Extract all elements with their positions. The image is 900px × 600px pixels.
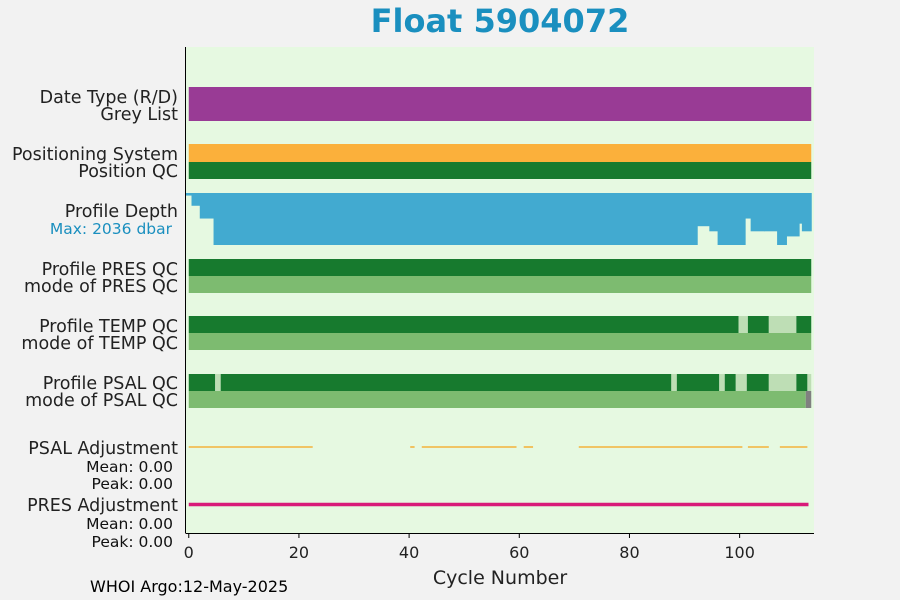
status-segment-r5-s0 (188, 276, 812, 293)
status-segment-r8-s3 (671, 374, 677, 391)
label-profile-pres-qc: Profile PRES QC (42, 260, 178, 280)
label-grey-list: Grey List (100, 105, 178, 125)
label-psal-mean: Mean: 0.00 (86, 458, 173, 476)
depth-step-13 (801, 193, 812, 232)
depth-step-6 (717, 193, 746, 245)
profile-depth-bars (186, 193, 812, 245)
depth-step-10 (777, 193, 787, 245)
label-profile-psal-qc: Profile PSAL QC (43, 374, 178, 394)
status-segment-r8-s4 (676, 374, 720, 391)
x-tick-label-0: 0 (184, 543, 194, 562)
x-axis-ticks: 0 20 40 60 80 100 (184, 533, 755, 562)
depth-step-7 (745, 193, 752, 219)
status-segment-r9-s0 (188, 391, 806, 408)
label-profile-depth: Profile Depth (65, 202, 178, 222)
status-segment-r4-s0 (188, 259, 812, 276)
depth-step-5 (709, 193, 719, 232)
label-profile-temp-qc: Profile TEMP QC (39, 317, 178, 337)
depth-step-8 (750, 193, 765, 232)
depth-step-3 (213, 193, 698, 245)
status-segment-r3-s0 (188, 162, 812, 179)
status-segment-r8-s10 (796, 374, 808, 391)
status-segment-r8-s9 (768, 374, 797, 391)
x-tick-label-100: 100 (724, 543, 755, 562)
x-tick-label-60: 60 (509, 543, 529, 562)
status-segment-r9-s1 (805, 391, 812, 408)
label-positioning-system: Positioning System (12, 145, 178, 165)
depth-step-9 (764, 193, 778, 232)
label-mode-pres-qc: mode of PRES QC (24, 277, 178, 297)
label-pres-mean: Mean: 0.00 (86, 515, 173, 533)
status-segment-r2-s0 (188, 144, 812, 162)
status-segment-r8-s7 (735, 374, 747, 391)
status-segment-r6-s1 (738, 316, 748, 333)
label-position-qc: Position QC (78, 162, 178, 182)
status-segment-r6-s3 (768, 316, 797, 333)
depth-step-1 (191, 193, 201, 206)
label-psal-peak: Peak: 0.00 (92, 475, 173, 493)
x-tick-label-80: 80 (619, 543, 639, 562)
adjustment-lines (188, 446, 809, 507)
x-tick-label-40: 40 (399, 543, 419, 562)
row-labels: Date Type (R/D) Grey List Positioning Sy… (12, 88, 178, 551)
label-pres-adjustment: PRES Adjustment (27, 496, 178, 516)
status-segment-r8-s0 (188, 374, 216, 391)
status-bars (188, 87, 812, 408)
depth-step-2 (199, 193, 215, 219)
status-segment-r8-s11 (807, 374, 812, 391)
depth-step-4 (697, 193, 710, 227)
status-segment-r8-s6 (724, 374, 736, 391)
label-max-depth: Max: 2036 dbar (50, 220, 173, 238)
status-segment-r1-s0 (188, 104, 812, 121)
depth-step-12 (799, 193, 803, 224)
status-segment-r6-s4 (796, 316, 812, 333)
label-mode-temp-qc: mode of TEMP QC (21, 334, 178, 354)
status-segment-r8-s1 (215, 374, 221, 391)
status-segment-r6-s2 (747, 316, 769, 333)
depth-step-11 (786, 193, 800, 237)
label-pres-peak: Peak: 0.00 (92, 533, 173, 551)
status-segment-r6-s0 (188, 316, 739, 333)
status-segment-r0-s0 (188, 87, 812, 104)
label-mode-psal-qc: mode of PSAL QC (25, 391, 178, 411)
x-tick-label-20: 20 (289, 543, 309, 562)
status-segment-r8-s5 (719, 374, 725, 391)
status-segment-r8-s8 (746, 374, 769, 391)
x-axis-label: Cycle Number (433, 567, 567, 589)
footer-credit: WHOI Argo:12-May-2025 (90, 577, 289, 596)
label-date-type: Date Type (R/D) (40, 88, 178, 108)
depth-step-0 (186, 193, 193, 196)
chart-title: Float 5904072 (370, 2, 630, 40)
label-psal-adjustment: PSAL Adjustment (28, 439, 178, 459)
status-segment-r7-s0 (188, 333, 812, 350)
status-segment-r8-s2 (220, 374, 672, 391)
